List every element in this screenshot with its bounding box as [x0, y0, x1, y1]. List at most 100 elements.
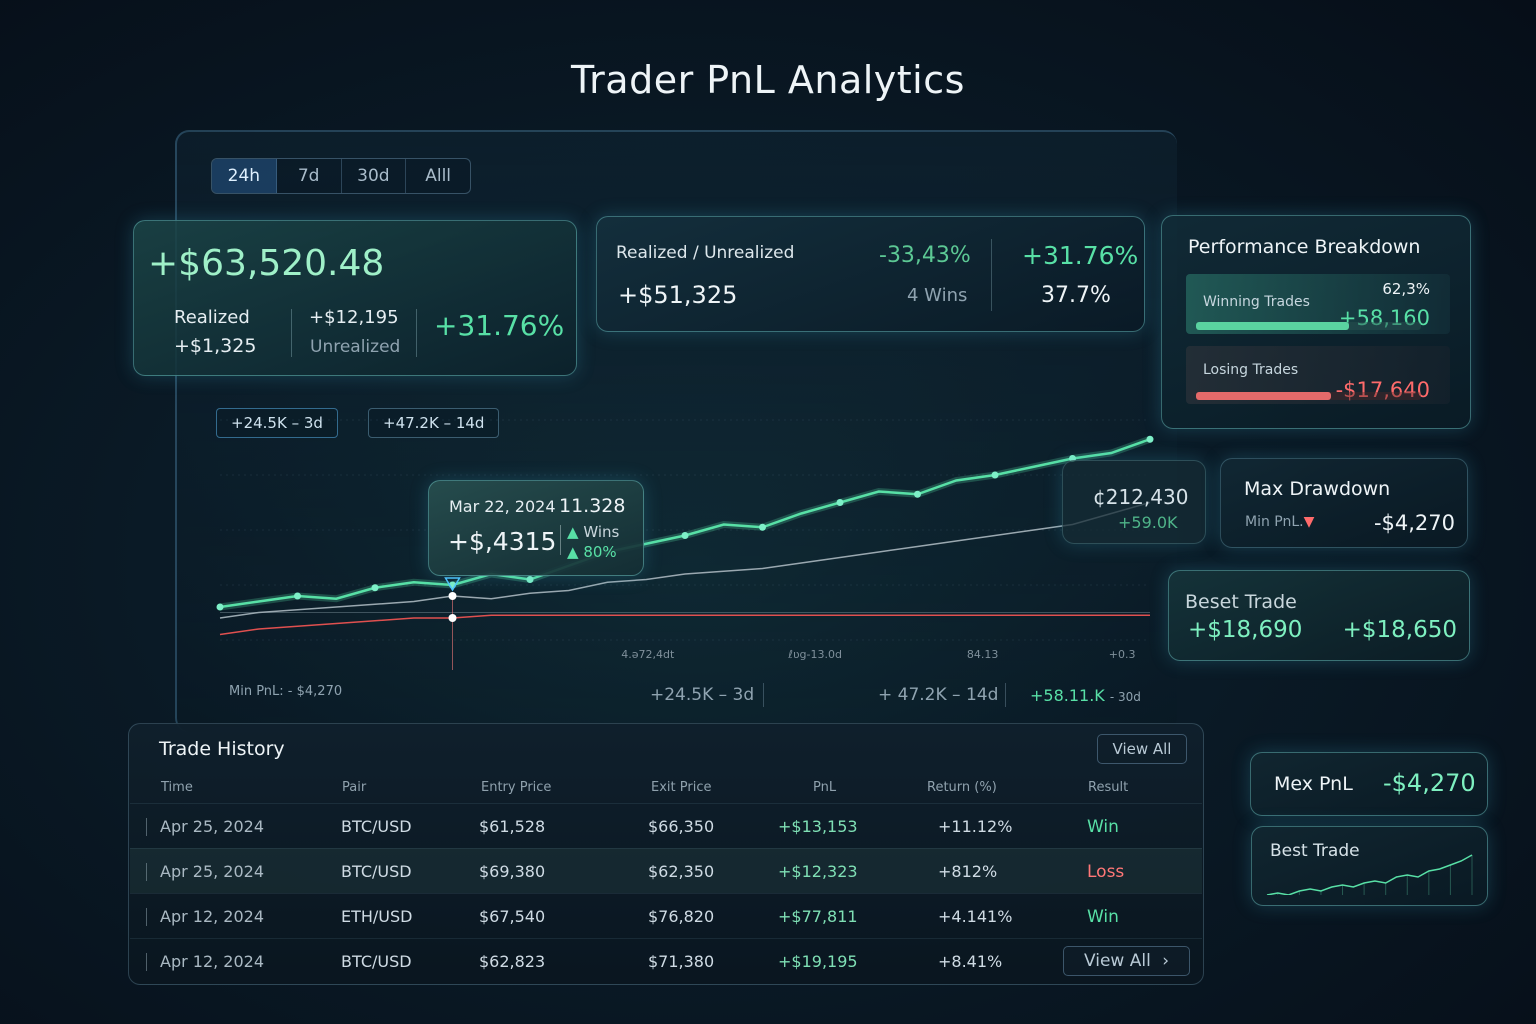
pnl-line-chart: 4.ə72,4dt ℓʋg-13.0d 84.13 +0.3 — [216, 419, 1154, 670]
realized-value: +$1,325 — [174, 335, 257, 357]
winning-label: Winning Trades — [1203, 294, 1310, 310]
tab-30d[interactable]: 30d — [342, 159, 407, 193]
max-drawdown-value: -$4,270 — [1373, 511, 1455, 535]
tooltip-date: Mar 22, 2024 — [449, 497, 556, 516]
view-all-button[interactable]: View All — [1097, 734, 1187, 764]
cell-return: +11.12% — [938, 817, 1013, 836]
cell-pair: BTC/USD — [341, 862, 412, 881]
cell-pnl: +$19,195 — [778, 952, 858, 971]
row-marker — [146, 818, 147, 836]
ru-label: Realized / Unrealized — [616, 243, 795, 263]
mex-pnl-label: Mex PnL — [1274, 773, 1353, 795]
data-point[interactable] — [216, 603, 224, 611]
table-row[interactable]: Apr 12, 2024 BTC/USD $62,823 $71,380 +$19,19… — [130, 938, 1202, 983]
triangle-up-icon: ▲ — [567, 543, 579, 561]
x-tick-label: 84.13 — [967, 648, 999, 661]
best-trade-mini-card: Best Trade — [1251, 826, 1488, 906]
tooltip-count: 11.328 — [559, 495, 626, 517]
col-time: Time — [161, 780, 193, 795]
tooltip-value: +$,4315 — [448, 527, 557, 556]
divider — [763, 683, 764, 707]
triangle-down-icon: ▼ — [1303, 514, 1315, 530]
table-header: Time Pair Entry Price Exit Price PnL Ret… — [129, 780, 1203, 800]
col-result: Result — [1088, 780, 1129, 795]
range-chip-3d[interactable]: +24.5K – 3d — [216, 408, 338, 438]
highlight-point[interactable] — [448, 592, 457, 600]
max-drawdown-label: Min PnL.▼ — [1245, 514, 1314, 530]
total-pnl: +$63,520.48 — [148, 243, 385, 284]
winning-bar-fill — [1196, 322, 1349, 330]
cell-exit: $66,350 — [648, 817, 715, 836]
data-point[interactable] — [1146, 435, 1154, 443]
realized-label: Realized — [174, 307, 250, 328]
series-line-total-pnl — [219, 438, 1151, 609]
winning-trades-row[interactable]: Winning Trades 62,3% +58,160 — [1186, 274, 1450, 334]
cell-time: Apr 12, 2024 — [160, 907, 265, 926]
page-title: Trader PnL Analytics — [571, 58, 965, 102]
cell-pair: ETH/USD — [341, 907, 413, 926]
cell-return: +4.141% — [938, 907, 1013, 926]
cell-result: Win — [1087, 817, 1119, 837]
col-pnl: PnL — [813, 780, 837, 795]
data-point[interactable] — [681, 532, 689, 539]
table-row[interactable]: Apr 25, 2024 BTC/USD $61,528 $66,350 +$13,15… — [130, 803, 1202, 848]
data-point[interactable] — [526, 576, 534, 583]
row-marker — [146, 863, 147, 881]
highlight-point[interactable] — [448, 614, 457, 622]
range-chip-14d[interactable]: +47.2K – 14d — [368, 408, 500, 438]
data-point[interactable] — [836, 499, 844, 506]
cell-pnl: +$77,811 — [778, 907, 858, 926]
series-line-baseline — [219, 501, 1151, 619]
cell-entry: $62,823 — [479, 952, 546, 971]
cell-time: Apr 25, 2024 — [160, 862, 265, 881]
cell-return: +8.41% — [938, 952, 1003, 971]
trade-history-title: Trade History — [159, 738, 285, 760]
winning-pct: 62,3% — [1382, 280, 1430, 298]
chart-tooltip: Mar 22, 2024 +$,4315 11.328 ▲ Wins ▲ 80% — [428, 480, 644, 576]
trade-history-panel: Trade History View All Time Pair Entry P… — [128, 723, 1204, 985]
view-all-bottom-label: View All — [1083, 951, 1151, 971]
footer-stat-3d: +24.5K – 3d — [650, 685, 755, 705]
data-point[interactable] — [914, 490, 921, 498]
data-point[interactable] — [759, 523, 766, 531]
float-value-card: ¢212,430 +59.0K — [1062, 460, 1206, 544]
cell-result: Win — [1087, 907, 1119, 927]
cell-pnl: +$12,323 — [778, 862, 858, 881]
series-glow — [219, 435, 1152, 611]
divider — [291, 309, 292, 357]
mex-pnl-value: -$4,270 — [1383, 769, 1476, 797]
col-pair: Pair — [342, 780, 367, 795]
table-row[interactable]: Apr 25, 2024 BTC/USD $69,380 $62,350 +$12,32… — [130, 848, 1202, 893]
cell-pnl: +$13,153 — [778, 817, 858, 836]
cell-pair: BTC/USD — [341, 817, 412, 836]
cell-exit: $76,820 — [648, 907, 715, 926]
data-point[interactable] — [371, 584, 379, 592]
time-range-tabs: 24h 7d 30d Alll — [211, 158, 471, 194]
col-exit-price: Exit Price — [651, 780, 712, 795]
data-point[interactable] — [294, 592, 301, 600]
view-all-bottom-button[interactable]: View All › — [1063, 946, 1190, 976]
winning-bar-track — [1196, 322, 1421, 330]
best-trade-title: Beset Trade — [1185, 591, 1297, 613]
table-row[interactable]: Apr 12, 2024 ETH/USD $67,540 $76,820 +$77,81… — [130, 893, 1202, 938]
tab-7d[interactable]: 7d — [277, 159, 342, 193]
tab-all[interactable]: Alll — [425, 166, 452, 186]
chart-min-pnl: Min PnL: - $4,270 — [229, 684, 343, 699]
cell-time: Apr 12, 2024 — [160, 952, 265, 971]
cell-entry: $69,380 — [479, 862, 546, 881]
best-trade-value-1: +$18,690 — [1188, 617, 1303, 643]
losing-trades-row[interactable]: Losing Trades -$17,640 — [1186, 346, 1450, 404]
ru-wins: 4 Wins — [907, 285, 968, 306]
losing-bar-fill — [1196, 392, 1331, 400]
data-point[interactable] — [991, 471, 999, 479]
tab-24h[interactable]: 24h — [212, 159, 277, 193]
x-tick-label: ℓʋg-13.0d — [787, 648, 842, 661]
tooltip-divider — [560, 525, 561, 555]
tooltip-pct-row: ▲ 80% — [567, 543, 617, 561]
summary-card: +$63,520.48 Realized +$1,325 +$12,195 Un… — [133, 220, 577, 376]
x-tick-label: +0.3 — [1109, 648, 1136, 661]
ru-pct-positive: +31.76% — [1022, 241, 1139, 270]
ru-value: +$51,325 — [618, 281, 738, 309]
float-main: ¢212,430 — [1093, 485, 1189, 509]
footer-30d-unit: - 30d — [1109, 690, 1141, 704]
